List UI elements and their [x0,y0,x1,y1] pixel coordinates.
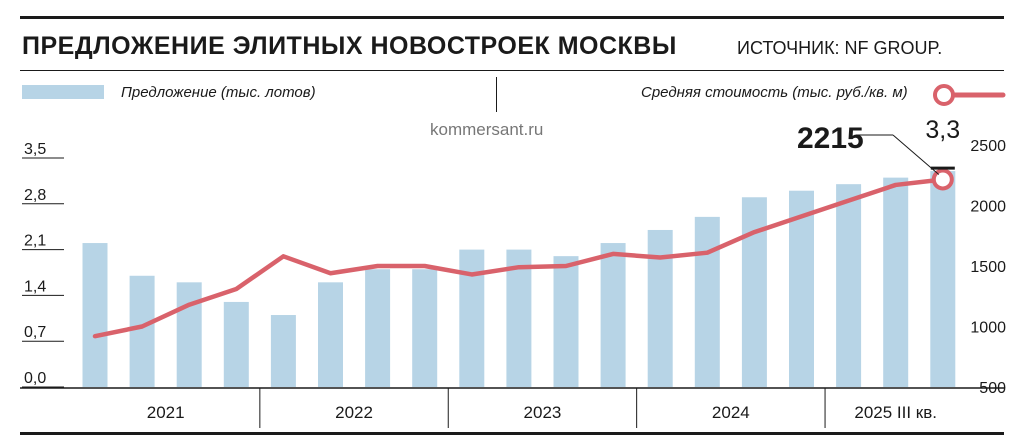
legend-divider [496,77,497,112]
bar [412,269,438,387]
legend-line-circle [933,84,955,106]
bar [129,275,155,387]
right-tick-label: 2000 [970,199,1006,216]
x-axis: 2021 2022 2023 2024 2025 III кв. [20,387,1004,428]
left-tick-label: 2,8 [24,187,46,204]
bar [930,171,956,387]
left-tick-label: 0,0 [24,370,46,387]
header-divider [20,70,1004,71]
left-tick-label: 3,5 [24,141,46,158]
bar [883,177,909,387]
legend-bar-label: Предложение (тыс. лотов) [121,84,316,101]
left-tick-label: 0,7 [24,324,46,341]
bar-series [82,171,956,387]
bar [506,249,532,387]
legend-bar-swatch [22,85,104,99]
last-point-marker [931,168,954,191]
year-label: 2025 III кв. [854,403,937,422]
bottom-rule [20,432,1004,435]
watermark: kommersant.ru [430,120,544,139]
right-tick-label: 1000 [970,320,1006,337]
year-label: 2022 [335,403,373,422]
bar [223,301,249,387]
line-value-label: 2215 [797,122,864,155]
bar [694,216,720,387]
line-series [92,168,954,339]
year-label: 2023 [524,403,562,422]
right-tick-label: 2500 [970,138,1006,155]
right-tick-label: 1500 [970,259,1006,276]
bar [600,243,626,387]
bar [741,197,767,387]
left-axis: 0,0 0,7 1,4 2,1 2,8 3,5 [22,141,64,388]
left-tick-label: 1,4 [24,278,46,295]
bar [553,256,579,387]
left-tick-label: 2,1 [24,233,46,250]
price-line [92,177,946,339]
top-rule [20,16,1004,19]
bar [318,282,343,387]
legend-line-marker [933,84,1006,106]
bar [459,249,485,387]
legend-line-label: Средняя стоимость (тыс. руб./кв. м) [641,84,908,101]
chart-title: ПРЕДЛОЖЕНИЕ ЭЛИТНЫХ НОВОСТРОЕК МОСКВЫ [22,32,677,60]
annotations: 2215 3,3 [797,116,960,175]
bar [82,243,108,387]
chart-source: ИСТОЧНИК: NF GROUP. [737,38,943,58]
bar [365,269,391,387]
bar [176,282,202,387]
year-label: 2024 [712,403,750,422]
bar [647,229,673,387]
bar [836,184,862,387]
bar-value-label: 3,3 [925,116,960,144]
bar [270,315,296,387]
bar [789,190,814,387]
year-label: 2021 [147,403,185,422]
